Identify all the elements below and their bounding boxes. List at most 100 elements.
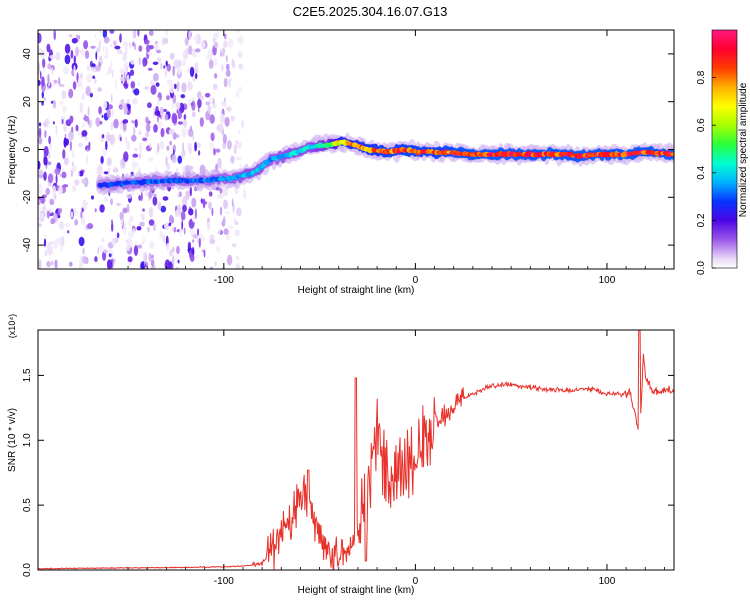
noise-speck <box>154 110 161 116</box>
noise-speck <box>153 223 156 232</box>
noise-speck <box>69 140 72 151</box>
noise-speck <box>133 88 140 96</box>
noise-speck <box>102 45 106 53</box>
noise-speck <box>126 141 131 150</box>
noise-speck <box>80 80 83 91</box>
noise-speck <box>62 184 69 188</box>
noise-speck <box>52 100 57 109</box>
noise-speck <box>90 45 96 49</box>
noise-speck <box>132 30 137 39</box>
noise-speck <box>171 228 175 232</box>
spectrogram-ytick-label: -20 <box>22 190 33 205</box>
noise-speck <box>243 189 247 200</box>
noise-speck <box>165 155 168 166</box>
noise-speck <box>101 237 105 243</box>
noise-speck <box>141 213 145 221</box>
noise-speck <box>88 141 91 148</box>
noise-speck <box>72 81 77 90</box>
noise-speck <box>237 51 243 58</box>
noise-speck <box>39 205 41 214</box>
noise-speck <box>224 210 231 215</box>
noise-speck <box>144 266 149 269</box>
noise-speck <box>59 100 64 105</box>
noise-speck <box>109 43 112 48</box>
noise-speck <box>111 108 115 117</box>
noise-speck <box>63 137 67 148</box>
spectrogram-xlabel: Height of straight line (km) <box>298 285 415 296</box>
noise-speck <box>195 33 201 45</box>
noise-speck <box>147 51 152 55</box>
noise-speck <box>86 148 89 152</box>
noise-speck <box>153 73 159 82</box>
noise-speck <box>127 256 133 263</box>
noise-speck <box>199 117 204 127</box>
noise-speck <box>189 253 195 262</box>
noise-speck <box>163 65 166 69</box>
noise-speck <box>57 77 61 86</box>
noise-speck <box>105 140 108 151</box>
noise-speck <box>235 221 239 226</box>
noise-speck <box>214 73 218 79</box>
noise-speck <box>138 195 142 201</box>
noise-speck <box>144 189 149 197</box>
noise-speck <box>85 85 91 96</box>
noise-speck <box>59 173 63 177</box>
noise-speck <box>50 218 56 225</box>
noise-speck <box>109 134 116 145</box>
noise-speck <box>38 61 41 73</box>
noise-speck <box>52 83 57 87</box>
noise-speck <box>209 96 214 104</box>
noise-speck <box>38 32 42 44</box>
noise-speck <box>81 178 87 184</box>
noise-speck <box>235 262 240 269</box>
noise-speck <box>203 249 206 258</box>
spectrogram-axes: -100 0 100 -40 -20 0 20 40 <box>22 30 674 286</box>
noise-speck <box>44 130 47 139</box>
noise-speck <box>156 57 162 64</box>
noise-speck <box>80 72 83 80</box>
noise-speck <box>41 206 47 213</box>
noise-speck <box>67 230 70 234</box>
noise-speck <box>169 249 173 257</box>
noise-speck <box>48 151 51 160</box>
noise-speck <box>122 119 129 124</box>
noise-speck <box>172 102 175 110</box>
noise-speck <box>155 150 159 155</box>
noise-speck <box>107 68 113 74</box>
noise-speck <box>53 79 58 84</box>
noise-speck <box>177 194 180 198</box>
noise-speck <box>129 41 131 49</box>
noise-speck <box>128 230 134 239</box>
noise-speck <box>58 236 62 246</box>
noise-speck <box>125 136 128 144</box>
noise-speck <box>138 57 141 66</box>
noise-speck <box>194 141 198 152</box>
noise-speck <box>204 92 211 98</box>
noise-speck <box>159 106 164 117</box>
snr-ytick-label: 1.0 <box>22 433 33 447</box>
noise-speck <box>225 55 228 63</box>
snr-multiplier: (x10⁴) <box>7 314 17 338</box>
snr-ytick-label: 0.0 <box>22 563 33 577</box>
spectrogram-xtick-label: -100 <box>214 275 234 286</box>
noise-speck <box>62 105 67 114</box>
noise-speck <box>214 260 217 267</box>
noise-speck <box>157 97 160 107</box>
snr-axes: -100 0 100 0.0 0.5 1.0 1.5 <box>22 330 674 587</box>
noise-speck <box>176 81 180 92</box>
noise-speck <box>173 226 176 233</box>
noise-speck <box>106 157 112 167</box>
noise-speck <box>71 150 75 159</box>
noise-speck <box>102 100 108 109</box>
noise-speck <box>123 151 129 162</box>
noise-speck <box>219 206 223 216</box>
noise-speck <box>49 198 55 206</box>
noise-speck <box>58 83 65 87</box>
noise-speck <box>143 237 146 243</box>
noise-speck <box>116 202 121 207</box>
noise-speck <box>193 67 199 74</box>
noise-speck <box>192 48 196 57</box>
colorbar-tick-label: 0.4 <box>696 165 707 179</box>
noise-speck <box>39 70 42 80</box>
